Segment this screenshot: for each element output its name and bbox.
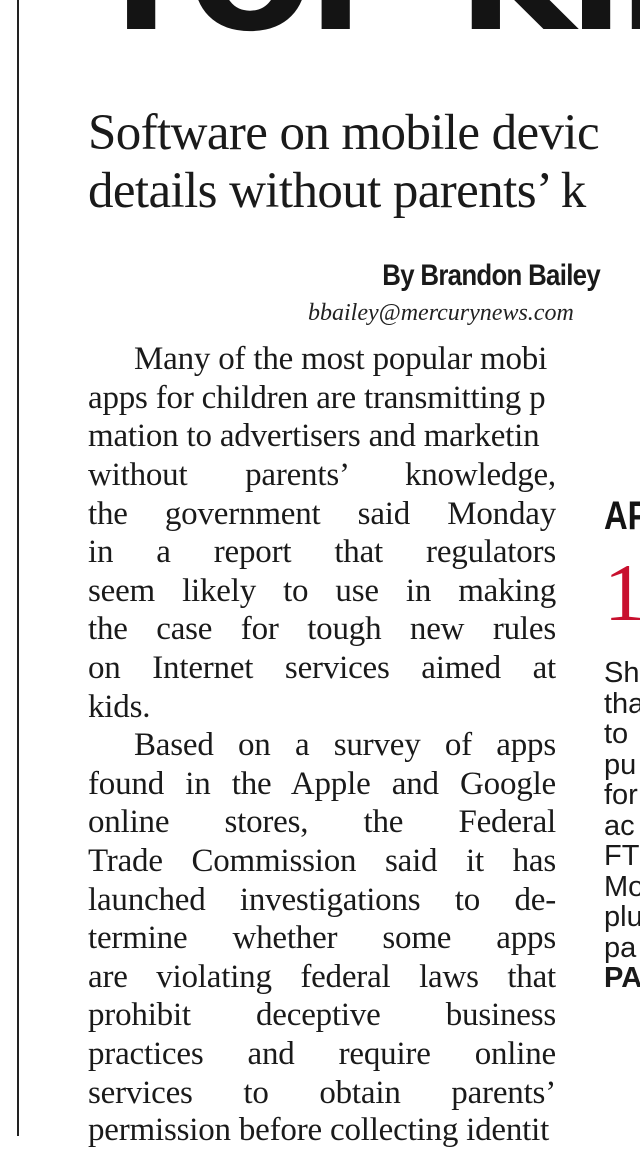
article-line: on Internet services aimed at	[88, 649, 556, 686]
sidebar-line: plu	[604, 901, 640, 933]
sidebar-number: 1	[604, 547, 640, 638]
article-line: seem likely to use in making	[88, 572, 556, 609]
sidebar-line: Sh	[604, 657, 640, 689]
article-line: are violating federal laws that	[88, 958, 556, 995]
article-line-cut: permission before collecting identit	[88, 1112, 550, 1148]
byline-email[interactable]: bbailey@mercurynews.com	[308, 300, 574, 326]
sidebar-line: to	[604, 718, 629, 750]
deck-line: Software on mobile devic	[88, 105, 600, 161]
page-margin-rule	[17, 0, 19, 1136]
article-line: Many of the most popular mobi	[134, 341, 548, 377]
sidebar-line: pu	[604, 748, 637, 781]
article-line: prohibit deceptive business	[88, 997, 556, 1034]
article-line: launched investigations to de-	[88, 881, 556, 918]
sidebar-line: ac	[604, 809, 635, 842]
article-line: the government said Monday	[88, 495, 556, 532]
sidebar-line: for	[604, 779, 638, 811]
sidebar-text: Sh tha to pu for ac FT Mo plu pa PA	[604, 658, 640, 994]
article-line: in a report that regulators	[88, 534, 556, 571]
article-line: kids.	[88, 688, 151, 725]
article-line: mation to advertisers and marketin	[88, 418, 540, 455]
article-line: apps for children are transmitting p	[88, 379, 546, 416]
article-line: services to obtain parents’	[88, 1074, 556, 1111]
article-line: termine whether some apps	[88, 920, 556, 957]
sidebar-line: Mo	[604, 870, 640, 903]
article-line: found in the Apple and Google	[88, 765, 556, 802]
article-line: online stores, the Federal	[88, 804, 556, 841]
article-body-column: without parents’ knowledge, the governme…	[88, 456, 556, 1112]
article-line: Trade Commission said it has	[88, 842, 556, 879]
sidebar-label: AP	[604, 494, 640, 538]
headline: TOP KID	[90, 0, 640, 34]
byline-author: By Brandon Bailey	[382, 259, 600, 292]
sidebar-line-bold: PA	[604, 962, 640, 994]
sidebar-line: FT	[604, 840, 640, 872]
article-line: Based on a survey of apps	[134, 727, 556, 764]
deck-line: details without parents’ k	[88, 163, 586, 219]
sidebar-line: pa	[604, 931, 637, 964]
deck-subheadline: Software on mobile devic details without…	[88, 104, 640, 220]
article-line: practices and require online	[88, 1035, 556, 1072]
article-line: the case for tough new rules	[88, 611, 556, 648]
article-lead-wide: Many of the most popular mobi apps for c…	[88, 340, 640, 456]
article-line: without parents’ knowledge,	[88, 457, 556, 493]
sidebar-line: tha	[604, 687, 640, 720]
